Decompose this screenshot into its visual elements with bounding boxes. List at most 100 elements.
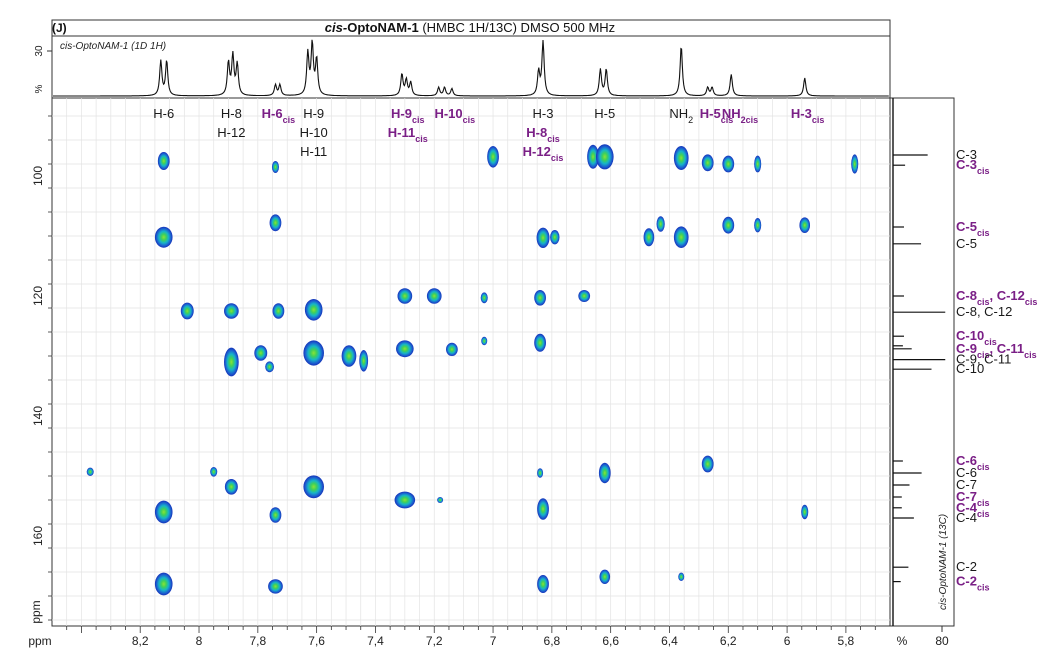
side-axis-unit: % [897, 634, 908, 648]
y-tick-label: 120 [31, 286, 45, 306]
carbon-label: C-7 [956, 477, 977, 492]
carbon-label: C-9cis, C-11cis [956, 341, 1037, 360]
top-trace-label: cis-OptoNAM-1 (1D 1H) [60, 41, 166, 52]
proton-label: H-6 [153, 106, 174, 121]
cross-peak [656, 216, 665, 232]
cross-peak [722, 155, 735, 173]
side-axis-tick: 80 [935, 634, 949, 648]
y-axis-ticks: 100 120 140 160 [31, 115, 52, 621]
top-axis-unit: % [34, 84, 45, 93]
cross-peak [265, 361, 274, 373]
cross-peak [268, 579, 283, 594]
cross-peak [303, 340, 324, 366]
cross-peak [272, 303, 285, 319]
figure-frame [51, 19, 891, 627]
carbon-label: C-4 [956, 510, 977, 525]
carbon-label: C-9, C-11 [956, 352, 1011, 367]
cross-peak [480, 292, 488, 304]
cross-peak [397, 288, 413, 304]
side-frame [889, 97, 955, 627]
x-tick-label: 7 [490, 634, 497, 648]
proton-label: H-5cis [700, 106, 733, 125]
side-13c-trace [893, 154, 946, 583]
x-tick-label: 7,6 [308, 634, 325, 648]
y-tick-label: 100 [31, 166, 45, 186]
carbon-label: C-5 [956, 236, 977, 251]
cross-peak [341, 345, 357, 367]
panel-label: (J) [52, 21, 67, 35]
cross-peak [481, 336, 488, 346]
carbon-label: C-8cis, C-12cis [956, 288, 1037, 307]
x-tick-label: 7,2 [426, 634, 443, 648]
cross-peak [224, 479, 238, 495]
cross-peak [578, 290, 591, 302]
y-axis-unit: ppm [29, 600, 43, 623]
x-tick-label: 7,4 [367, 634, 384, 648]
x-tick-label: 5,8 [838, 634, 855, 648]
cross-peak [722, 216, 735, 234]
carbon-label: C-3 [956, 147, 977, 162]
cross-peak [426, 288, 442, 304]
cross-peak [678, 572, 685, 581]
x-tick-label: 7,8 [249, 634, 266, 648]
cross-peak [537, 575, 549, 593]
x-tick-label: 6,6 [602, 634, 619, 648]
proton-label: H-10cis [434, 106, 475, 125]
carbon-label: C-4cis [956, 500, 989, 519]
x-tick-label: 6,2 [720, 634, 737, 648]
y-tick-label: 140 [31, 406, 45, 426]
top-axis-tick: 30 [34, 45, 45, 57]
cross-peak [487, 146, 499, 168]
x-tick-label: 6,4 [661, 634, 678, 648]
cross-peak [537, 498, 549, 520]
proton-label: H-8cis [526, 125, 559, 144]
cross-peak [446, 342, 458, 356]
cross-peak [224, 347, 239, 377]
proton-label: H-8 [221, 106, 242, 121]
cross-peak [157, 152, 170, 170]
proton-label: H-5 [594, 106, 615, 121]
x-axis-unit: ppm [28, 634, 51, 648]
cross-peak [254, 345, 268, 361]
cross-peak [269, 507, 282, 523]
cross-peak [701, 154, 714, 172]
carbon-label: C-2 [956, 559, 977, 574]
cross-peak [303, 475, 324, 499]
carbon-label: C-10cis [956, 328, 997, 347]
cross-peak [154, 572, 173, 596]
cross-peak [271, 161, 279, 173]
cross-peak [537, 468, 544, 478]
carbon-label: C-3cis [956, 157, 989, 176]
proton-label: H-11 [300, 144, 327, 159]
cross-peak [701, 455, 714, 473]
cross-peak [587, 144, 599, 169]
carbon-label: C-8, C-12 [956, 304, 1012, 319]
cross-peak [799, 217, 811, 233]
x-tick-label: 6,8 [544, 634, 561, 648]
cross-peak [396, 340, 414, 358]
cross-peak [534, 290, 546, 306]
title-rest: (HMBC 1H/13C) DMSO 500 MHz [419, 20, 615, 35]
x-tick-label: 8,2 [132, 634, 149, 648]
cross-peak [595, 144, 614, 170]
plot-grid [52, 98, 890, 626]
cross-peak [180, 302, 194, 320]
cross-peak [269, 214, 282, 232]
cross-peak [598, 462, 611, 484]
carbon-label: C-6 [956, 465, 977, 480]
cross-peak [673, 226, 689, 248]
proton-label: H-11cis [388, 125, 428, 144]
cross-peak [599, 569, 611, 584]
title-compound-bold: OptoNAM-1 [347, 20, 419, 35]
proton-label: H-10 [300, 125, 328, 140]
cross-peak [437, 497, 444, 503]
y-tick-label: 160 [31, 526, 45, 546]
cross-peak [224, 303, 239, 319]
proton-label: NH2 [669, 106, 693, 125]
cross-peak [851, 154, 859, 174]
cross-peaks [86, 144, 859, 596]
carbon-label: C-6cis [956, 453, 989, 472]
carbon-label: C-2cis [956, 574, 989, 593]
carbon-label: C-10 [956, 361, 984, 376]
